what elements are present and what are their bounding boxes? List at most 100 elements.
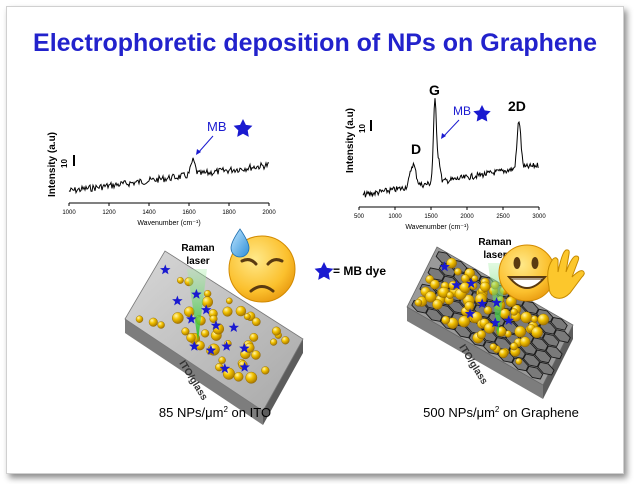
graphene-hexagon xyxy=(550,316,568,331)
nanoparticle xyxy=(222,306,233,317)
nanoparticle xyxy=(498,348,509,359)
nanoparticle xyxy=(441,315,451,325)
right-laser-label-line2: laser xyxy=(483,250,506,261)
spectrum-right-tick-label: 1000 xyxy=(388,214,402,220)
nanoparticle xyxy=(135,315,144,323)
spectrum-left: 1000 1200 1400 1600 1800 2000 Wavenumber (cm⁻… xyxy=(47,119,276,227)
nanoparticle xyxy=(235,305,247,317)
arrowhead-icon xyxy=(196,149,201,155)
star-icon xyxy=(201,304,212,315)
nanoparticle xyxy=(510,342,519,351)
waving-hand-icon xyxy=(547,249,585,299)
nanoparticle xyxy=(519,336,531,348)
nanoparticle xyxy=(483,322,495,334)
spectrum-left-tick-label: 2000 xyxy=(262,210,276,216)
nanoparticle xyxy=(458,315,470,328)
spectrum-right: 500 1000 1500 2000 2500 3000 Wavenumber (cm⁻¹… xyxy=(345,82,546,231)
star-icon xyxy=(314,262,334,280)
nanoparticle xyxy=(515,357,523,365)
right-substrate-side xyxy=(407,307,543,399)
star-icon xyxy=(490,317,501,328)
nanoparticle xyxy=(176,276,184,284)
left-caption: 85 NPs/μm2 on ITO xyxy=(159,405,271,420)
spectrum-left-tick-label: 1800 xyxy=(222,210,236,216)
star-icon xyxy=(439,261,450,272)
spectrum-right-tick-label: 2000 xyxy=(460,214,474,220)
graphene-hexagon xyxy=(545,345,563,360)
nanoparticle xyxy=(476,330,486,340)
nanoparticle xyxy=(186,333,196,343)
spectrum-right-tick-label: 500 xyxy=(354,214,365,220)
nanoparticle xyxy=(183,306,195,318)
nanoparticle xyxy=(414,298,423,307)
nanoparticle xyxy=(281,336,290,345)
right-laser-label-line1: Raman xyxy=(478,237,511,248)
graphene-hexagon xyxy=(522,353,541,368)
nanoparticle xyxy=(464,301,475,311)
left-substrate-front xyxy=(263,339,303,425)
arrowhead-icon xyxy=(441,133,446,139)
nanoparticle xyxy=(251,317,261,327)
star-icon xyxy=(210,320,222,330)
nanoparticle xyxy=(454,267,462,276)
star-icon xyxy=(503,315,514,325)
nanoparticle xyxy=(261,366,270,375)
left-laser-label-line2: laser xyxy=(186,256,209,267)
nanoparticle xyxy=(514,325,527,338)
spectrum-left-tick-label: 1000 xyxy=(62,210,76,216)
spectrum-left-scale-label: 10 xyxy=(60,159,69,168)
sweat-drop-icon xyxy=(230,228,250,258)
star-icon xyxy=(186,313,197,324)
star-icon xyxy=(239,361,250,372)
spectrum-left-tick-label: 1600 xyxy=(182,210,196,216)
star-icon xyxy=(473,105,491,122)
nanoparticle xyxy=(489,343,497,351)
spectrum-left-mb-label: MB xyxy=(207,119,227,134)
nanoparticle xyxy=(171,312,184,324)
legend-label: = MB dye xyxy=(333,264,386,278)
nanoparticle xyxy=(471,275,479,282)
nanoparticle xyxy=(271,326,281,336)
graphene-hexagon xyxy=(534,349,552,364)
nanoparticle xyxy=(424,291,437,303)
peak-label-g: G xyxy=(429,82,440,98)
star-icon xyxy=(476,298,488,309)
spectrum-right-scale-label: 10 xyxy=(358,124,367,133)
slide-canvas: 1000 1200 1400 1600 1800 2000 Wavenumber (cm⁻… xyxy=(47,82,585,425)
star-icon xyxy=(464,308,476,319)
nanoparticle xyxy=(218,356,226,364)
star-icon xyxy=(205,344,217,355)
spectrum-right-ylabel: Intensity (a.u) xyxy=(345,108,356,173)
spectrum-right-mb-arrow xyxy=(442,119,460,138)
star-icon xyxy=(189,340,200,351)
spectrum-left-mb-arrow xyxy=(197,135,214,154)
nanoparticle xyxy=(520,311,533,324)
spectrum-right-tick-label: 1500 xyxy=(424,214,438,220)
nanoparticle xyxy=(157,321,165,329)
spectrum-right-tick-label: 3000 xyxy=(532,214,546,220)
spectrum-left-trace xyxy=(68,157,270,195)
peak-label-d: D xyxy=(411,141,421,157)
star-icon xyxy=(219,363,231,374)
star-icon xyxy=(228,322,239,332)
nanoparticle xyxy=(429,279,440,290)
star-icon xyxy=(466,278,477,288)
graphene-hexagon xyxy=(425,308,443,322)
slide: Electrophoretic deposition of NPs on Gra… xyxy=(6,6,624,474)
left-laser-label-line1: Raman xyxy=(181,243,214,254)
graphene-hexagon xyxy=(553,329,571,343)
star-icon xyxy=(160,264,171,275)
spectrum-left-ylabel: Intensity (a.u) xyxy=(47,132,58,197)
spectrum-right-trace xyxy=(362,98,539,198)
peak-label-2d: 2D xyxy=(508,98,526,114)
star-icon xyxy=(172,295,183,306)
graphene-hexagon xyxy=(542,333,560,347)
left-substrate-side xyxy=(125,319,263,425)
nanoparticle xyxy=(459,282,471,293)
nanoparticle xyxy=(243,313,251,320)
nanoparticle xyxy=(148,317,158,327)
right-substrate-front xyxy=(543,325,573,399)
nanoparticle xyxy=(537,313,550,326)
slide-title: Electrophoretic deposition of NPs on Gra… xyxy=(33,29,597,57)
nanoparticle xyxy=(251,350,261,360)
